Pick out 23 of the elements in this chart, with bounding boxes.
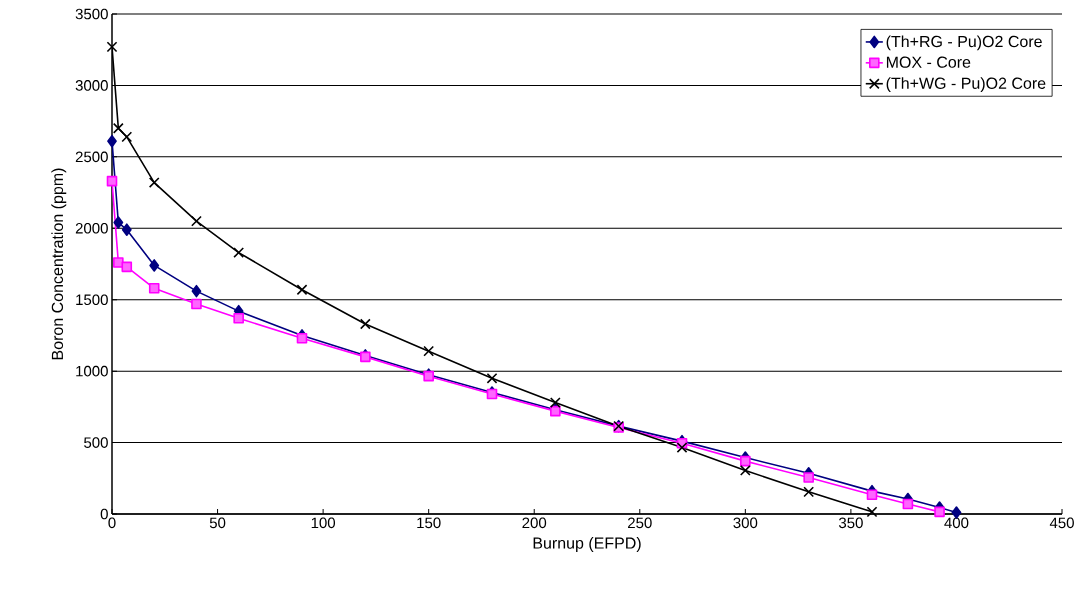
y-tick-label: 3500 [75, 8, 108, 20]
x-tick-label: 300 [733, 517, 758, 529]
x-tick-label: 0 [108, 517, 116, 529]
y-tick-label: 500 [84, 437, 108, 448]
legend-label: MOX - Core [886, 56, 971, 68]
x-tick-label: 150 [417, 517, 441, 529]
legend-label: (Th+WG - Pu)O2 Core [886, 77, 1046, 93]
x-tick-label: 50 [209, 517, 226, 529]
x-tick-label: 200 [522, 517, 547, 529]
y-tick-label: 0 [100, 508, 108, 520]
y-tick-label: 2000 [75, 222, 108, 234]
y-tick-label: 1000 [76, 365, 108, 377]
x-tick-label: 250 [628, 517, 652, 529]
x-tick-label: 100 [311, 517, 336, 529]
x-tick-label: 350 [838, 517, 863, 529]
y-tick-label: 1500 [76, 294, 108, 306]
y-tick-label: 2500 [75, 151, 108, 163]
x-tick-label: 400 [944, 517, 969, 529]
x-axis-title: Burnup (EFPD) [533, 537, 641, 552]
legend-label: (Th+RG - Pu)O2 Core [886, 35, 1042, 51]
y-tick-label: 3000 [75, 80, 108, 91]
y-axis-title: Boron Concentration (ppm) [51, 168, 67, 360]
x-tick-label: 450 [1049, 517, 1074, 529]
